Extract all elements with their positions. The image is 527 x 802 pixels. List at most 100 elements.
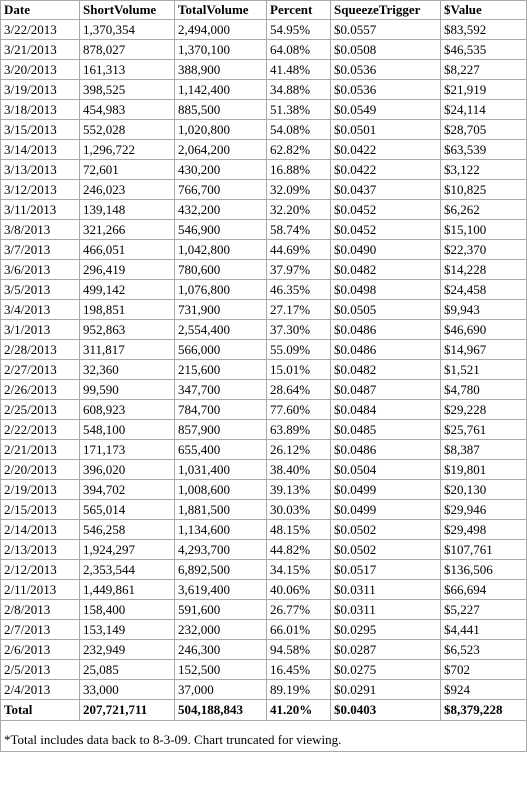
- cell-percent: 34.88%: [266, 79, 331, 100]
- table-row: 3/6/2013 296,419 780,600 37.97% $0.0482 $14,2…: [0, 259, 527, 280]
- cell-total-volume: 6,892,500: [174, 559, 267, 580]
- table-row: 2/6/2013 232,949 246,300 94.58% $0.0287 $6,52…: [0, 639, 527, 660]
- cell-percent: 89.19%: [266, 679, 331, 700]
- cell-value: $3,122: [440, 159, 527, 180]
- cell-percent: 77.60%: [266, 399, 331, 420]
- table-row: 2/15/2013 565,014 1,881,500 30.03% $0.0499 $2…: [0, 499, 527, 520]
- cell-short-volume: 394,702: [79, 479, 175, 500]
- cell-total-volume: 232,000: [174, 619, 267, 640]
- cell-value: $4,780: [440, 379, 527, 400]
- cell-total-volume: 731,900: [174, 299, 267, 320]
- cell-value: $63,539: [440, 139, 527, 160]
- cell-short-volume: 311,817: [79, 339, 175, 360]
- cell-percent: 16.88%: [266, 159, 331, 180]
- cell-squeeze-trigger: $0.0536: [330, 59, 441, 80]
- cell-total-volume: 857,900: [174, 419, 267, 440]
- cell-date: 2/25/2013: [0, 399, 80, 420]
- table-row: 3/21/2013 878,027 1,370,100 64.08% $0.0508 $4…: [0, 39, 527, 60]
- total-short-volume: 207,721,711: [79, 699, 175, 721]
- cell-short-volume: 1,449,861: [79, 579, 175, 600]
- table-row: 3/12/2013 246,023 766,700 32.09% $0.0437 $10,…: [0, 179, 527, 200]
- table-row: 2/8/2013 158,400 591,600 26.77% $0.0311 $5,22…: [0, 599, 527, 620]
- cell-squeeze-trigger: $0.0517: [330, 559, 441, 580]
- cell-squeeze-trigger: $0.0502: [330, 519, 441, 540]
- table-row: 2/13/2013 1,924,297 4,293,700 44.82% $0.0502…: [0, 539, 527, 560]
- table-row: 3/18/2013 454,983 885,500 51.38% $0.0549 $24,…: [0, 99, 527, 120]
- total-total-volume: 504,188,843: [174, 699, 267, 721]
- cell-short-volume: 33,000: [79, 679, 175, 700]
- cell-date: 2/11/2013: [0, 579, 80, 600]
- cell-short-volume: 2,353,544: [79, 559, 175, 580]
- cell-value: $29,946: [440, 499, 527, 520]
- header-row: Date ShortVolume TotalVolume Percent Squ…: [0, 0, 527, 20]
- cell-short-volume: 321,266: [79, 219, 175, 240]
- cell-squeeze-trigger: $0.0502: [330, 539, 441, 560]
- cell-squeeze-trigger: $0.0504: [330, 459, 441, 480]
- cell-total-volume: 655,400: [174, 439, 267, 460]
- cell-date: 3/14/2013: [0, 139, 80, 160]
- cell-value: $20,130: [440, 479, 527, 500]
- cell-value: $14,967: [440, 339, 527, 360]
- cell-value: $24,458: [440, 279, 527, 300]
- total-row: Total 207,721,711 504,188,843 41.20% $0.…: [0, 699, 527, 721]
- cell-value: $83,592: [440, 19, 527, 40]
- cell-total-volume: 388,900: [174, 59, 267, 80]
- cell-squeeze-trigger: $0.0498: [330, 279, 441, 300]
- cell-value: $28,705: [440, 119, 527, 140]
- table-row: 3/8/2013 321,266 546,900 58.74% $0.0452 $15,1…: [0, 219, 527, 240]
- cell-value: $9,943: [440, 299, 527, 320]
- spacer-cell: [0, 720, 527, 729]
- header-total-volume: TotalVolume: [174, 0, 267, 20]
- table-row: 3/11/2013 139,148 432,200 32.20% $0.0452 $6,2…: [0, 199, 527, 220]
- cell-short-volume: 454,983: [79, 99, 175, 120]
- cell-value: $66,694: [440, 579, 527, 600]
- cell-percent: 64.08%: [266, 39, 331, 60]
- cell-total-volume: 1,076,800: [174, 279, 267, 300]
- cell-total-volume: 4,293,700: [174, 539, 267, 560]
- cell-date: 3/5/2013: [0, 279, 80, 300]
- cell-percent: 34.15%: [266, 559, 331, 580]
- total-squeeze-trigger: $0.0403: [330, 699, 441, 721]
- table-row: 2/28/2013 311,817 566,000 55.09% $0.0486 $14,…: [0, 339, 527, 360]
- cell-date: 2/22/2013: [0, 419, 80, 440]
- table-row: 3/5/2013 499,142 1,076,800 46.35% $0.0498 $24…: [0, 279, 527, 300]
- table-row: 2/22/2013 548,100 857,900 63.89% $0.0485 $25,…: [0, 419, 527, 440]
- cell-value: $29,228: [440, 399, 527, 420]
- cell-squeeze-trigger: $0.0295: [330, 619, 441, 640]
- cell-date: 2/6/2013: [0, 639, 80, 660]
- cell-percent: 16.45%: [266, 659, 331, 680]
- cell-squeeze-trigger: $0.0422: [330, 139, 441, 160]
- cell-squeeze-trigger: $0.0505: [330, 299, 441, 320]
- footnote: *Total includes data back to 8-3-09. Cha…: [0, 729, 527, 752]
- cell-squeeze-trigger: $0.0486: [330, 319, 441, 340]
- cell-short-volume: 246,023: [79, 179, 175, 200]
- cell-date: 2/27/2013: [0, 359, 80, 380]
- cell-total-volume: 546,900: [174, 219, 267, 240]
- header-short-volume: ShortVolume: [79, 0, 175, 20]
- cell-date: 2/13/2013: [0, 539, 80, 560]
- cell-date: 2/28/2013: [0, 339, 80, 360]
- cell-date: 3/4/2013: [0, 299, 80, 320]
- spacer-row: [0, 720, 527, 729]
- cell-percent: 66.01%: [266, 619, 331, 640]
- cell-value: $46,690: [440, 319, 527, 340]
- cell-short-volume: 99,590: [79, 379, 175, 400]
- cell-squeeze-trigger: $0.0490: [330, 239, 441, 260]
- cell-squeeze-trigger: $0.0484: [330, 399, 441, 420]
- cell-value: $15,100: [440, 219, 527, 240]
- table-row: 3/14/2013 1,296,722 2,064,200 62.82% $0.0422…: [0, 139, 527, 160]
- cell-short-volume: 1,924,297: [79, 539, 175, 560]
- cell-percent: 44.82%: [266, 539, 331, 560]
- cell-value: $29,498: [440, 519, 527, 540]
- cell-squeeze-trigger: $0.0486: [330, 439, 441, 460]
- cell-percent: 37.97%: [266, 259, 331, 280]
- cell-short-volume: 499,142: [79, 279, 175, 300]
- table-row: 2/5/2013 25,085 152,500 16.45% $0.0275 $702: [0, 659, 527, 680]
- table-row: 3/15/2013 552,028 1,020,800 54.08% $0.0501 $2…: [0, 119, 527, 140]
- cell-date: 2/15/2013: [0, 499, 80, 520]
- table-row: 2/21/2013 171,173 655,400 26.12% $0.0486 $8,3…: [0, 439, 527, 460]
- table-row: 2/25/2013 608,923 784,700 77.60% $0.0484 $29,…: [0, 399, 527, 420]
- cell-percent: 26.77%: [266, 599, 331, 620]
- table-row: 2/26/2013 99,590 347,700 28.64% $0.0487 $4,78…: [0, 379, 527, 400]
- cell-value: $8,227: [440, 59, 527, 80]
